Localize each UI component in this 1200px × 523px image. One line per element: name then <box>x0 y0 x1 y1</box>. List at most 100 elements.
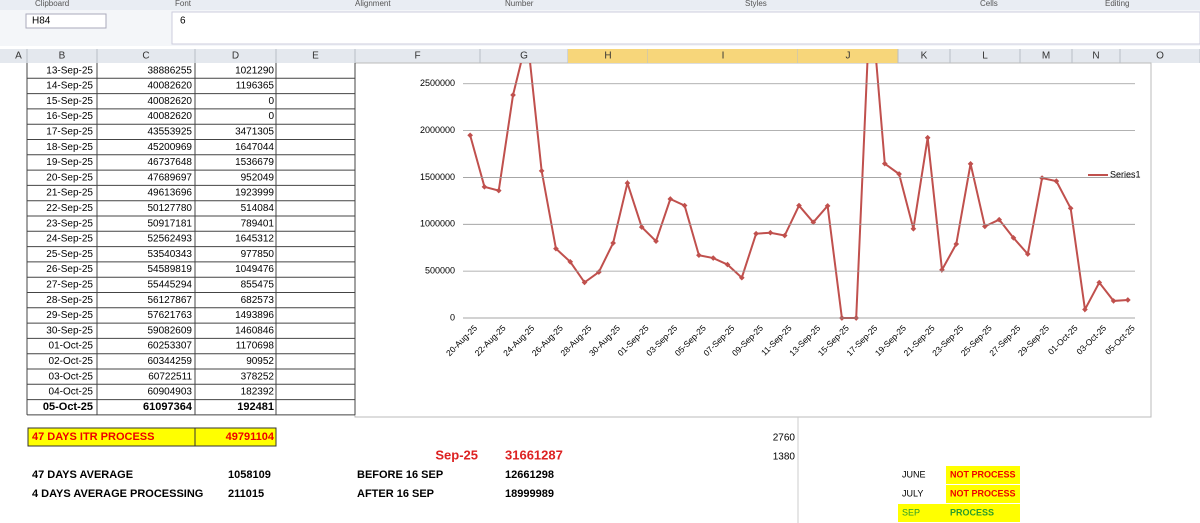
date-cell: 01-Oct-25 <box>49 341 94 352</box>
date-cell: 17-Sep-25 <box>46 126 93 137</box>
point-marker <box>653 238 659 244</box>
point-marker <box>495 187 502 194</box>
cumulative-cell: 52562493 <box>148 234 193 245</box>
status-text: NOT PROCESS <box>950 488 1016 498</box>
column-header: K <box>921 51 928 62</box>
column-header: O <box>1156 51 1164 62</box>
daily-cell: 1170698 <box>236 341 275 352</box>
daily-cell: 789401 <box>241 218 275 229</box>
ribbon-group-label: Font <box>175 0 192 8</box>
point-marker <box>781 232 788 239</box>
date-cell: 22-Sep-25 <box>46 203 93 214</box>
name-box-text: H84 <box>32 16 51 27</box>
date-cell: 16-Sep-25 <box>46 111 93 122</box>
cumulative-cell: 60722511 <box>148 371 192 382</box>
summary-label: 4 DAYS AVERAGE PROCESSING <box>32 488 203 500</box>
summary-label: BEFORE 16 SEP <box>357 469 443 481</box>
point-marker <box>1082 306 1088 313</box>
daily-cell: 0 <box>268 96 274 107</box>
point-marker <box>1096 279 1103 286</box>
point-marker <box>710 255 717 261</box>
point-marker <box>553 245 559 252</box>
status-month: SEP <box>902 507 920 517</box>
daily-cell: 1493896 <box>235 310 274 321</box>
column-header: F <box>414 51 420 62</box>
daily-cell: 192481 <box>237 401 274 413</box>
daily-cell: 514084 <box>241 203 275 214</box>
date-cell: 19-Sep-25 <box>46 157 93 168</box>
cumulative-cell: 60904903 <box>148 387 193 398</box>
point-marker <box>982 223 988 230</box>
date-cell: 29-Sep-25 <box>46 310 93 321</box>
point-marker <box>724 261 731 268</box>
date-cell: 05-Oct-25 <box>43 401 93 413</box>
summary-value: 12661298 <box>505 469 554 481</box>
point-marker <box>767 229 774 236</box>
point-marker <box>1053 178 1060 184</box>
y-tick-label: 1000000 <box>420 219 455 229</box>
side-number: 1380 <box>773 452 796 463</box>
cumulative-cell: 59082609 <box>148 325 193 336</box>
column-header: C <box>142 51 149 62</box>
daily-cell: 3471305 <box>235 126 274 137</box>
cumulative-cell: 55445294 <box>148 279 193 290</box>
date-cell: 04-Oct-25 <box>49 387 94 398</box>
column-header: G <box>520 51 528 62</box>
status-cell <box>946 466 1020 484</box>
column-header: I <box>722 51 725 62</box>
point-marker <box>753 230 759 237</box>
cumulative-cell: 47689697 <box>148 172 193 183</box>
daily-cell: 682573 <box>241 295 275 306</box>
name-box[interactable] <box>25 13 107 29</box>
summary-label: AFTER 16 SEP <box>357 488 434 500</box>
ribbon-group-label: Clipboard <box>35 0 69 8</box>
date-cell: 27-Sep-25 <box>46 279 93 290</box>
point-marker <box>738 274 745 281</box>
summary-label: Sep-25 <box>435 447 478 462</box>
point-marker <box>1110 298 1117 304</box>
cumulative-cell: 60253307 <box>148 341 193 352</box>
ribbon-group-label: Number <box>505 0 534 8</box>
point-marker <box>638 224 645 230</box>
cumulative-cell: 61097364 <box>143 401 193 413</box>
column-header: H <box>604 51 611 62</box>
column-header: J <box>846 51 851 62</box>
daily-cell: 378252 <box>241 371 275 382</box>
date-cell: 03-Oct-25 <box>49 371 94 382</box>
summary-value: 49791104 <box>226 431 275 443</box>
cumulative-cell: 40082620 <box>148 81 193 92</box>
legend-label: Series1 <box>1110 169 1141 179</box>
cumulative-cell: 54589819 <box>148 264 193 275</box>
daily-cell: 1196365 <box>236 81 275 92</box>
column-header: N <box>1092 51 1099 62</box>
column-header: L <box>982 51 988 62</box>
point-marker <box>1024 251 1031 257</box>
status-cell <box>898 504 1020 522</box>
point-marker <box>596 269 602 275</box>
daily-cell: 1021290 <box>235 65 274 76</box>
point-marker <box>1010 235 1017 241</box>
status-month: JUNE <box>902 469 926 479</box>
point-marker <box>467 132 473 139</box>
point-marker <box>624 180 631 186</box>
cumulative-cell: 56127867 <box>148 295 193 306</box>
date-cell: 20-Sep-25 <box>46 172 93 183</box>
date-cell: 18-Sep-25 <box>46 142 93 153</box>
date-cell: 14-Sep-25 <box>46 81 93 92</box>
cumulative-cell: 40082620 <box>148 111 193 122</box>
formula-bar[interactable] <box>171 11 1200 45</box>
status-text: PROCESS <box>950 507 994 517</box>
column-header: B <box>59 51 66 62</box>
side-number: 2760 <box>773 433 796 444</box>
daily-cell: 1923999 <box>235 188 274 199</box>
point-marker <box>796 202 802 209</box>
y-tick-label: 0 <box>450 312 455 322</box>
daily-cell: 1647044 <box>235 142 274 153</box>
point-marker <box>510 92 516 98</box>
point-marker <box>667 196 674 202</box>
point-marker <box>967 160 974 167</box>
cumulative-cell: 50127780 <box>148 203 193 214</box>
daily-cell: 977850 <box>241 249 275 260</box>
cumulative-cell: 57621763 <box>148 310 193 321</box>
